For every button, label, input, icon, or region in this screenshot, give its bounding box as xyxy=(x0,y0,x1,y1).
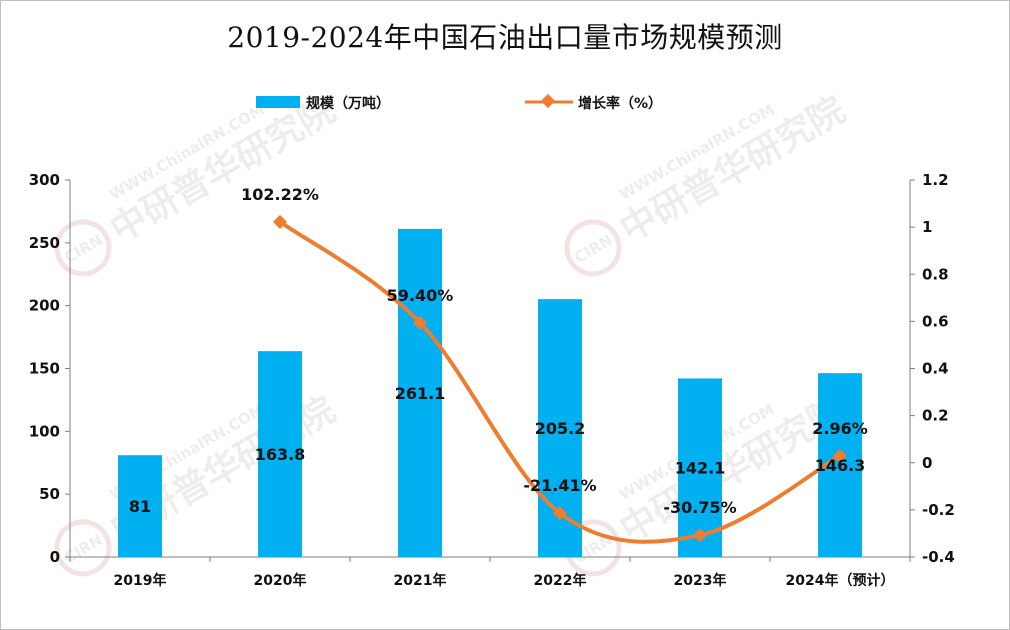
legend-swatch-bar xyxy=(256,96,300,108)
legend-label-line: 增长率（%） xyxy=(578,95,662,112)
line-value-label: 2.96% xyxy=(812,419,868,438)
bar xyxy=(258,351,302,557)
line-value-label: -21.41% xyxy=(523,476,596,495)
y-left-tick-label: 250 xyxy=(29,234,60,252)
line-value-label: -30.75% xyxy=(663,498,736,517)
y-right-tick-label: 1 xyxy=(922,218,932,236)
bar-value-label: 81 xyxy=(129,497,151,516)
line-value-label: 102.22% xyxy=(241,185,319,204)
watermark-logo-text: CIRN xyxy=(61,231,105,267)
legend-marker-line xyxy=(540,93,556,109)
line-point xyxy=(552,506,568,521)
bar-value-label: 146.3 xyxy=(815,456,866,475)
bar xyxy=(678,378,722,557)
watermark-logo-text: CIRN xyxy=(571,231,615,267)
line-point xyxy=(832,448,848,463)
watermark-logo-text: CIRN xyxy=(61,531,105,567)
x-tick-label: 2023年 xyxy=(674,572,727,589)
legend-label-bar: 规模（万吨） xyxy=(306,95,390,112)
bar xyxy=(398,228,442,557)
y-left-tick-label: 50 xyxy=(39,485,60,503)
x-tick-label: 2022年 xyxy=(534,572,587,589)
y-left-tick-label: 100 xyxy=(29,422,60,440)
x-tick-label: 2020年 xyxy=(254,572,307,589)
bar-value-label: 205.2 xyxy=(535,419,586,438)
y-right-tick-label: 0 xyxy=(922,454,932,472)
axes: 0 50 100 150 200 250 300 -0.4 -0.2 0 0.2 0.4 0.6 0.8 1… xyxy=(29,171,955,589)
line-point xyxy=(412,315,428,330)
bar-value-label: 142.1 xyxy=(675,459,726,478)
line-series xyxy=(272,214,848,544)
bar-value-label: 261.1 xyxy=(395,384,446,403)
y-right-tick-label: -0.4 xyxy=(922,548,955,566)
y-left-tick-label: 0 xyxy=(50,548,60,566)
y-right-tick-label: 0.6 xyxy=(922,312,949,330)
y-left-tick-label: 200 xyxy=(29,297,60,315)
y-right-tick-label: 0.4 xyxy=(922,360,949,378)
bar-series xyxy=(118,228,862,557)
y-right-tick-label: 1.2 xyxy=(922,171,949,189)
line-value-label: 59.40% xyxy=(387,286,454,305)
y-right-tick-label: -0.2 xyxy=(922,501,955,519)
x-tick-label: 2019年 xyxy=(114,572,167,589)
line-point xyxy=(692,528,708,543)
bar xyxy=(118,455,162,557)
legend: 规模（万吨） 增长率（%） xyxy=(256,93,662,112)
line-point xyxy=(272,214,288,229)
growth-line xyxy=(278,220,841,544)
y-right-tick-label: 0.8 xyxy=(922,265,949,283)
watermark-logo-circle xyxy=(564,219,622,277)
y-left-tick-label: 150 xyxy=(29,360,60,378)
x-tick-label: 2024年（预计） xyxy=(786,572,895,589)
bar-value-label: 163.8 xyxy=(255,445,306,464)
chart-title: 2019-2024年中国石油出口量市场规模预测 xyxy=(227,21,783,54)
x-tick-label: 2021年 xyxy=(394,572,447,589)
y-right-tick-label: 0.2 xyxy=(922,407,949,425)
y-left-tick-label: 300 xyxy=(29,171,60,189)
data-labels: 81 163.8 261.1 205.2 142.1 146.3 102.22% 59.40%… xyxy=(129,185,868,517)
